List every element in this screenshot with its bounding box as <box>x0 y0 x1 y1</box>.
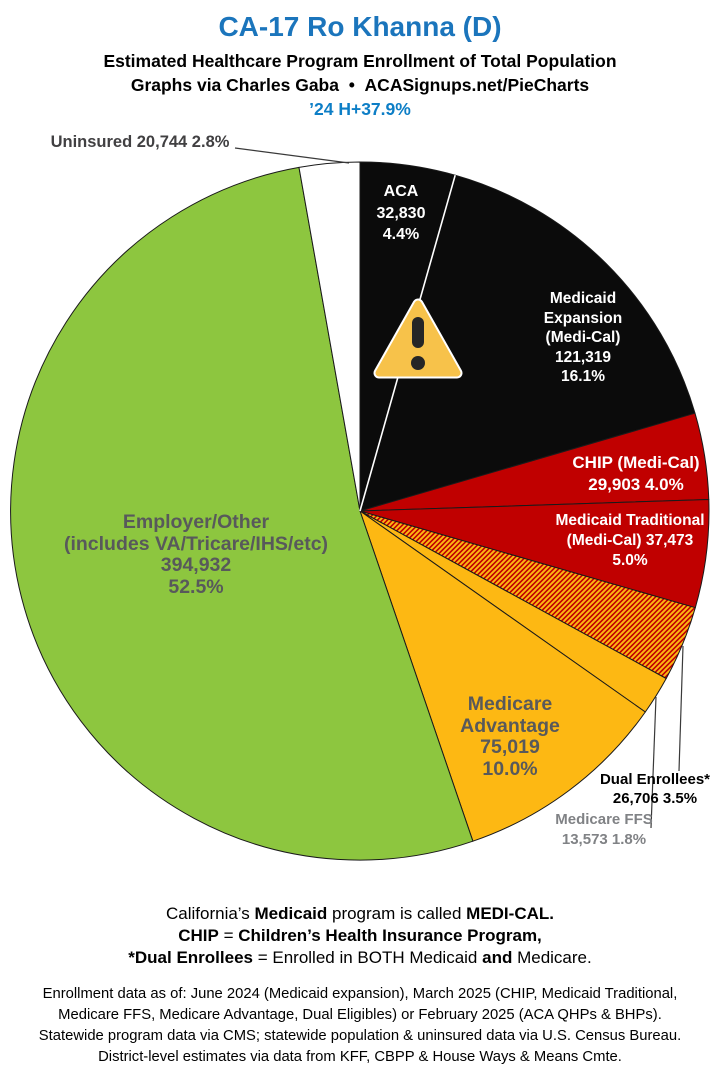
pie-chart <box>10 147 710 861</box>
note-line-1: California’s Medicaid program is called … <box>166 904 554 923</box>
pie-slice-uninsured <box>298 161 361 512</box>
note-line-3: *Dual Enrollees = Enrolled in BOTH Medic… <box>128 948 592 967</box>
slice-label-medicaid-traditional: Medicaid Traditional (Medi-Cal) 37,473 5.0… <box>555 512 705 569</box>
slice-label-employer-other: Employer/Other (includes VA/Tricare/IHS/e… <box>63 511 329 598</box>
page-title: CA-17 Ro Khanna (D) <box>218 11 502 42</box>
legend-notes: California’s Medicaid program is called … <box>0 903 720 969</box>
pie-slice-medicare-advantage <box>359 510 646 842</box>
footer-line-2: Medicare FFS, Medicare Advantage, Dual E… <box>58 1007 662 1023</box>
footer-source-notes: Enrollment data as of: June 2024 (Medica… <box>0 984 720 1068</box>
slice-label-dual-enrollees: Dual Enrollees* 26,706 3.5% <box>599 771 711 807</box>
footer-line-3: Statewide program data via CMS; statewid… <box>38 1028 682 1044</box>
slice-label-medicare-advantage: Medicare Advantage 75,019 10.0% <box>460 693 560 780</box>
leader-line-dual-enrollees <box>678 645 684 772</box>
slice-label-medicare-ffs: Medicare FFS 13,573 1.8% <box>555 811 653 848</box>
enrollment-growth-line: ’24 H+37.9% <box>309 99 411 119</box>
subtitle-line1: Estimated Healthcare Program Enrollment … <box>103 51 617 71</box>
subtitle-line2: Graphs via Charles Gaba • ACASignups.net… <box>130 75 590 95</box>
note-line-2: CHIP = Children’s Health Insurance Progr… <box>178 926 542 945</box>
pie-slice-employer-other <box>10 166 474 861</box>
leader-line-medicare-ffs <box>650 696 657 829</box>
slice-label-uninsured: Uninsured 20,744 2.8% <box>50 133 230 151</box>
slice-label-chip: CHIP (Medi-Cal) 29,903 4.0% <box>572 453 700 494</box>
slice-label-aca: ACA 32,830 4.4% <box>376 183 426 243</box>
footer-line-1: Enrollment data as of: June 2024 (Medica… <box>42 986 678 1002</box>
warning-icon <box>373 298 463 379</box>
slice-label-medicaid-expansion: Medicaid Expansion (Medi-Cal) 121,319 16.1% <box>543 290 623 385</box>
footer-line-4: District-level estimates via data from K… <box>98 1049 622 1065</box>
pie-slice-medicaid-expansion <box>359 174 696 512</box>
leader-line-uninsured <box>234 147 350 164</box>
